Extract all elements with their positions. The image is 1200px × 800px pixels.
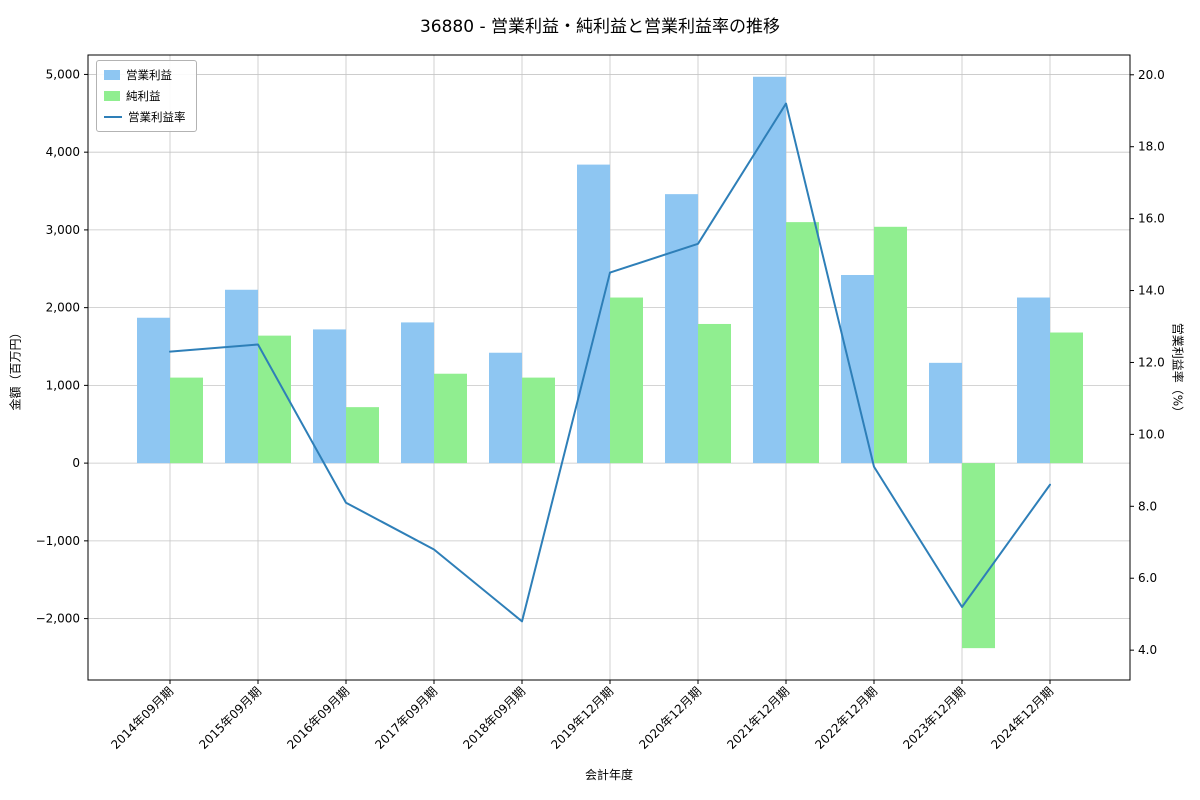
x-tick-label: 2019年12月期	[548, 684, 616, 752]
net-profit-bar	[1050, 332, 1083, 464]
operating-profit-bar	[313, 329, 346, 464]
operating-profit-bar	[1017, 297, 1050, 464]
net-profit-bar	[346, 407, 379, 464]
operating-profit-swatch	[104, 70, 120, 80]
legend-label-margin: 営業利益率	[128, 110, 186, 124]
x-tick-label: 2018年09月期	[460, 684, 528, 752]
x-tick-label: 2016年09月期	[284, 684, 352, 752]
x-tick-label: 2021年12月期	[724, 684, 792, 752]
operating-profit-bar	[577, 164, 610, 464]
net-profit-bars	[170, 222, 1083, 649]
right-y-tick-label: 18.0	[1138, 140, 1165, 154]
x-tick-label: 2020年12月期	[636, 684, 704, 752]
net-profit-bar	[522, 377, 555, 464]
net-profit-bar	[786, 222, 819, 464]
left-y-tick-label: 4,000	[46, 145, 80, 159]
left-y-tick-label: 0	[72, 456, 80, 470]
operating-profit-bars	[137, 76, 1050, 464]
left-axis-label: 金額（百万円）	[8, 326, 23, 411]
x-tick-label: 2015年09月期	[196, 684, 264, 752]
right-y-tick-label: 10.0	[1138, 427, 1165, 441]
margin-line-swatch	[104, 116, 122, 118]
right-y-tick-label: 4.0	[1138, 643, 1157, 657]
net-profit-bar	[874, 226, 907, 464]
tick-marks	[84, 73, 1134, 684]
net-profit-bar	[610, 297, 643, 464]
x-tick-label: 2022年12月期	[812, 684, 880, 752]
operating-profit-bar	[753, 76, 786, 464]
left-y-tick-label: 5,000	[46, 67, 80, 81]
x-axis-label: 会計年度	[584, 768, 633, 782]
left-y-tick-label: 1,000	[46, 378, 80, 392]
plot-border	[87, 54, 1131, 681]
right-y-tick-label: 6.0	[1138, 571, 1157, 585]
margin-line	[169, 102, 1051, 623]
left-y-tick-label: 3,000	[46, 223, 80, 237]
right-axis-label: 営業利益率（%）	[1170, 322, 1185, 419]
legend-label-operating-profit: 営業利益	[126, 68, 172, 82]
right-y-tick-label: 20.0	[1138, 68, 1165, 82]
operating-profit-bar	[929, 362, 962, 464]
legend: 営業利益 純利益 営業利益率	[96, 60, 197, 132]
legend-label-net-profit: 純利益	[126, 89, 161, 103]
x-tick-label: 2023年12月期	[900, 684, 968, 752]
net-profit-bar	[962, 463, 995, 649]
operating-profit-bar	[841, 274, 874, 464]
left-y-tick-label: −2,000	[36, 612, 80, 626]
net-profit-bar	[258, 335, 291, 464]
right-y-tick-label: 14.0	[1138, 284, 1165, 298]
operating-profit-bar	[489, 352, 522, 464]
legend-item-net-profit: 純利益	[104, 88, 186, 104]
x-tick-label: 2014年09月期	[108, 684, 176, 752]
legend-item-operating-profit: 営業利益	[104, 67, 186, 83]
net-profit-bar	[170, 377, 203, 464]
x-tick-label: 2017年09月期	[372, 684, 440, 752]
operating-profit-bar	[401, 322, 434, 464]
operating-profit-bar	[137, 317, 170, 464]
net-profit-bar	[434, 373, 467, 464]
right-y-tick-label: 8.0	[1138, 499, 1157, 513]
right-y-tick-label: 12.0	[1138, 355, 1165, 369]
legend-item-margin: 営業利益率	[104, 109, 186, 125]
right-y-tick-label: 16.0	[1138, 212, 1165, 226]
net-profit-swatch	[104, 91, 120, 101]
left-y-tick-label: −1,000	[36, 534, 80, 548]
operating-profit-bar	[225, 289, 258, 464]
left-y-tick-label: 2,000	[46, 301, 80, 315]
x-tick-label: 2024年12月期	[988, 684, 1056, 752]
net-profit-bar	[698, 323, 731, 464]
operating-profit-bar	[665, 194, 698, 464]
chart-title: 36880 - 営業利益・純利益と営業利益率の推移	[419, 17, 781, 37]
